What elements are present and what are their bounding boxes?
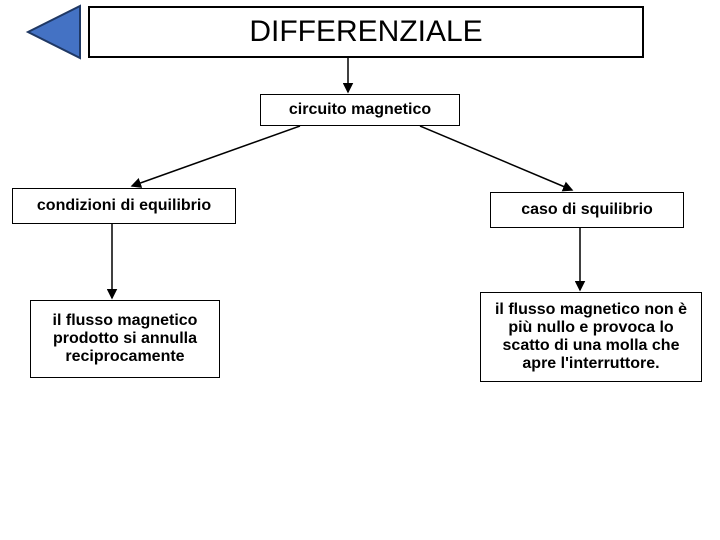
arrows-layer bbox=[0, 0, 720, 540]
back-button-layer bbox=[0, 0, 720, 540]
node-flusso-squilibrio: il flusso magnetico non è più nullo e pr… bbox=[480, 292, 702, 382]
node-label: il flusso magnetico non è più nullo e pr… bbox=[489, 301, 693, 373]
node-condizioni-equilibrio: condizioni di equilibrio bbox=[12, 188, 236, 224]
node-caso-squilibrio: caso di squilibrio bbox=[490, 192, 684, 228]
back-triangle-icon bbox=[28, 6, 80, 58]
node-label: il flusso magnetico prodotto si annulla … bbox=[39, 312, 211, 366]
back-button[interactable] bbox=[28, 6, 80, 58]
node-label: caso di squilibrio bbox=[521, 201, 653, 219]
node-circuito-magnetico: circuito magnetico bbox=[260, 94, 460, 126]
arrow-circuito_to_left bbox=[132, 126, 300, 186]
title-text: DIFFERENZIALE bbox=[249, 15, 482, 49]
node-label: circuito magnetico bbox=[289, 101, 431, 119]
node-label: condizioni di equilibrio bbox=[37, 197, 211, 215]
title-box: DIFFERENZIALE bbox=[88, 6, 644, 58]
arrow-circuito_to_right bbox=[420, 126, 572, 190]
node-flusso-equilibrio: il flusso magnetico prodotto si annulla … bbox=[30, 300, 220, 378]
